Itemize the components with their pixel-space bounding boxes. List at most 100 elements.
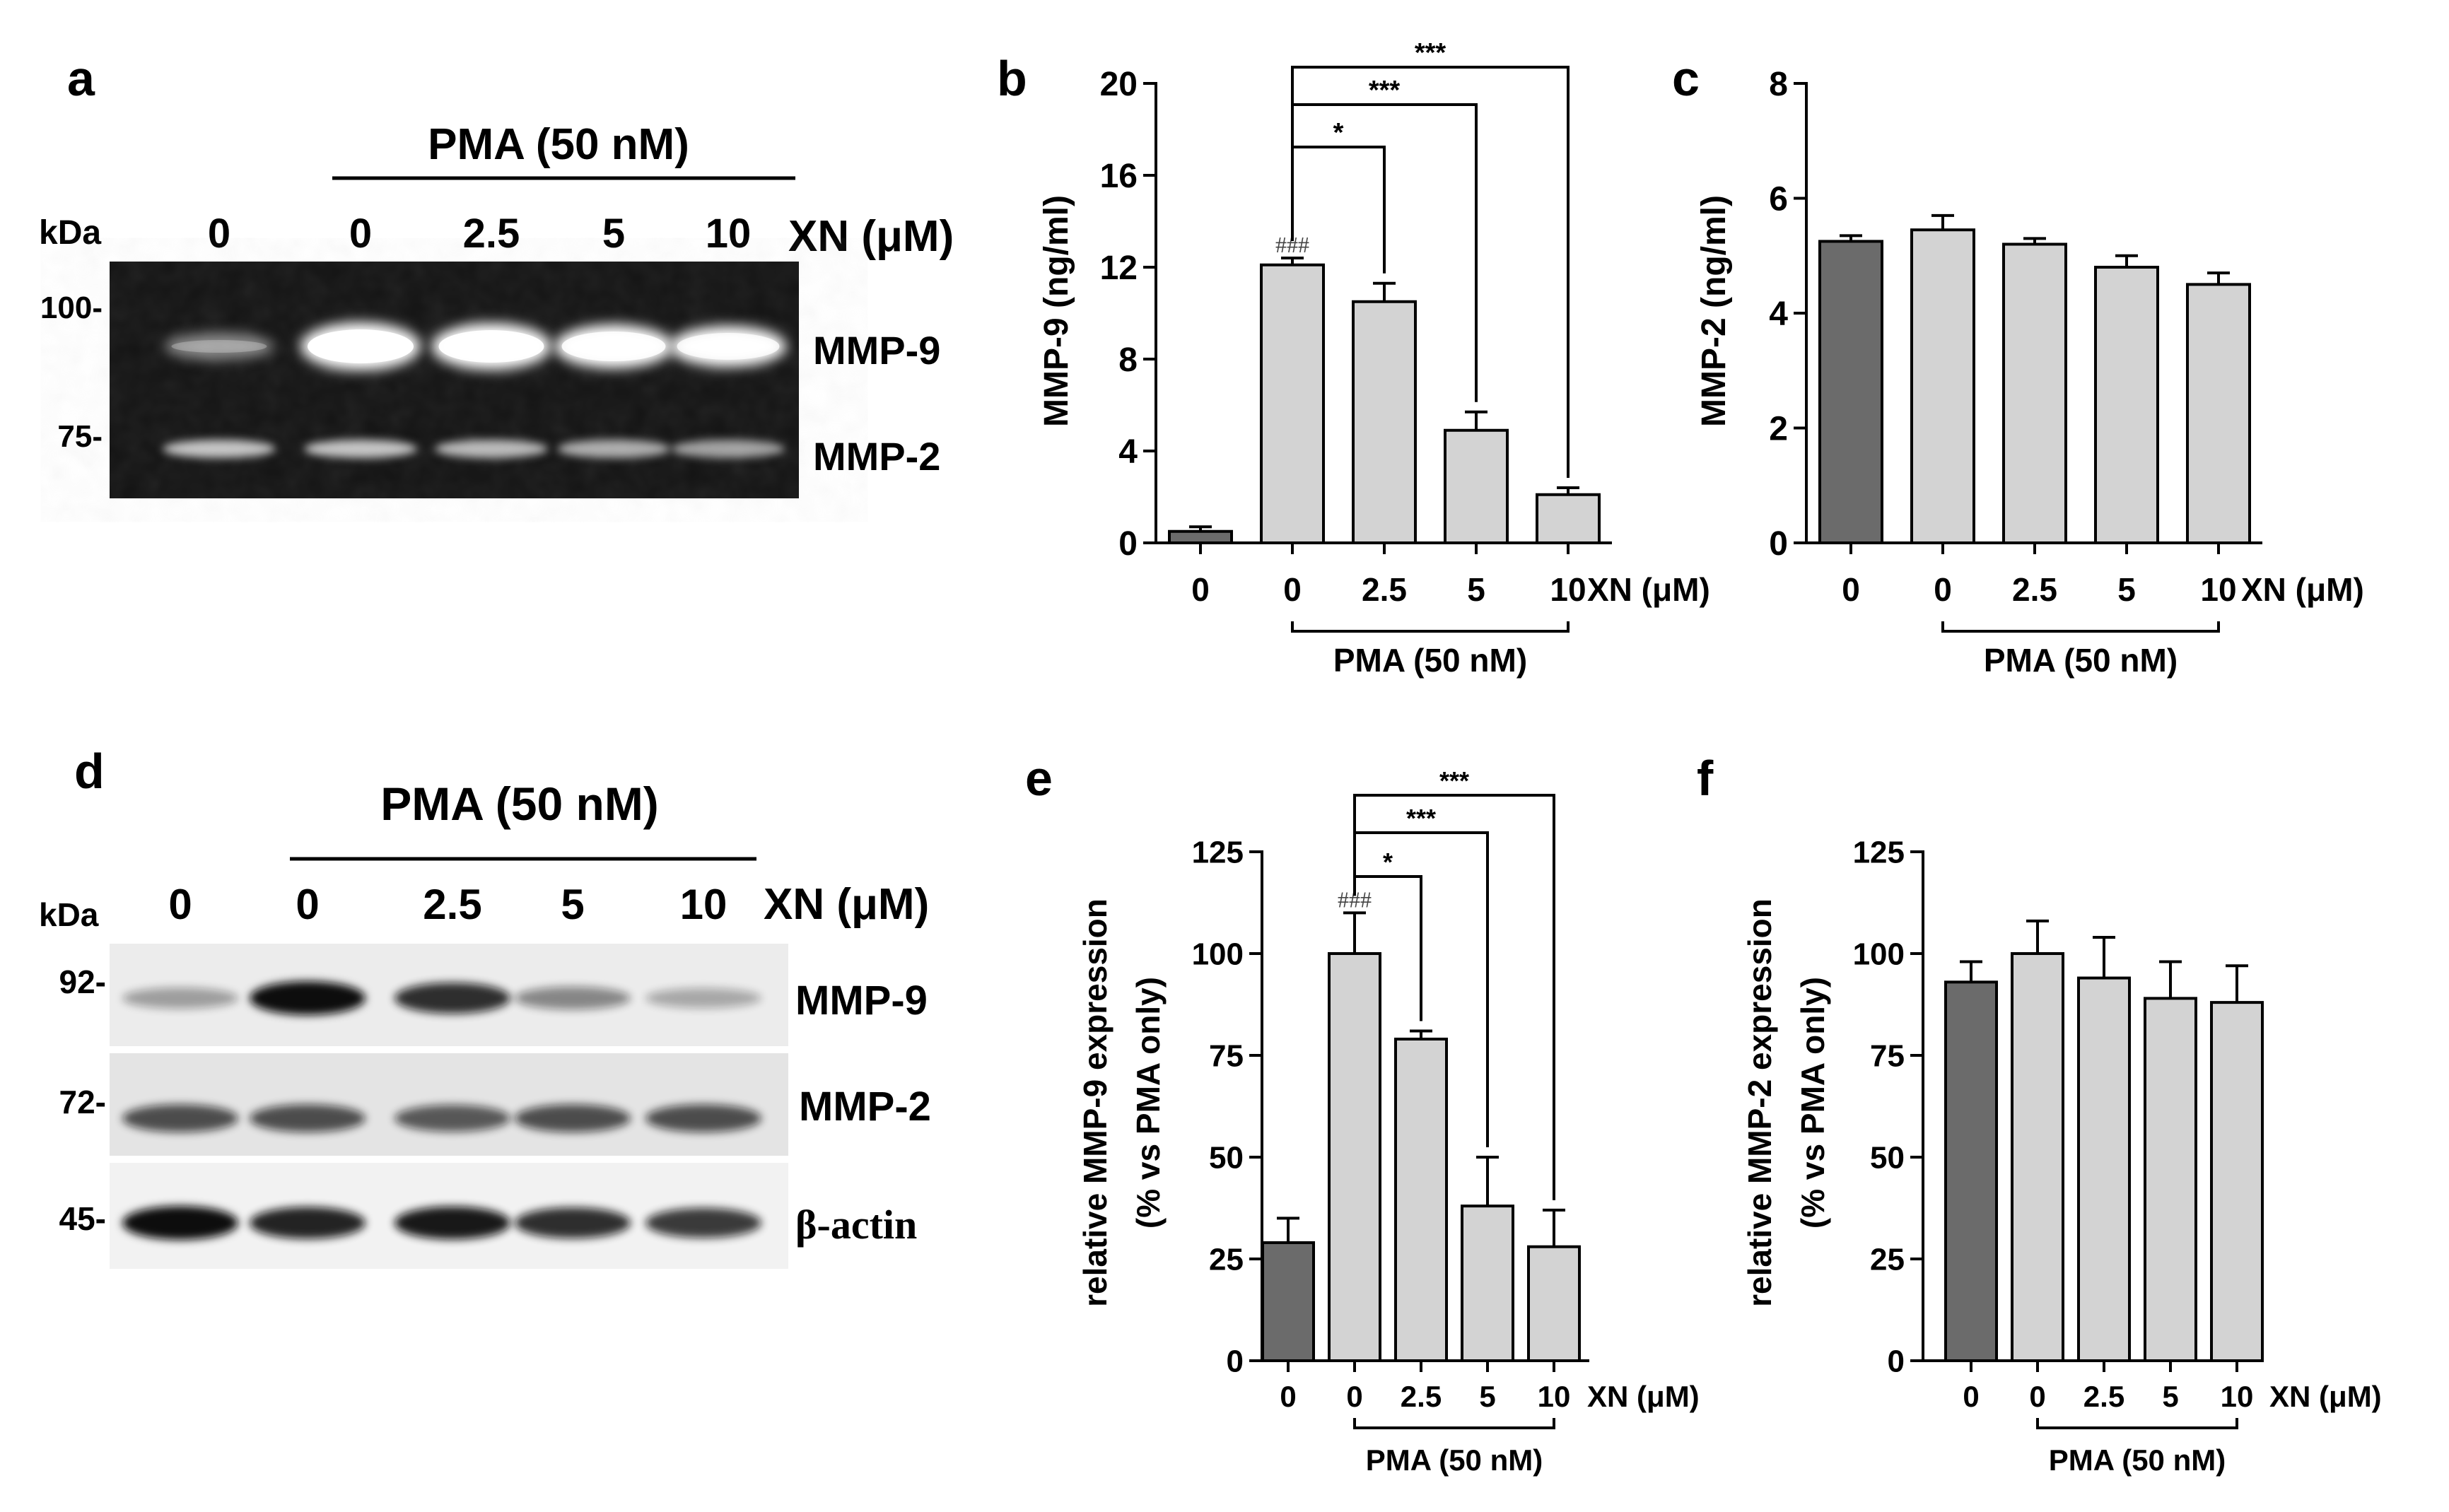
panel-b-y-tick-label: 0 [1118, 525, 1138, 563]
panel-b-y-axis-label: MMP-9 (ng/ml) [1038, 195, 1075, 427]
panel-d-band-mmp9 [250, 981, 366, 1015]
panel-d-kda-label: kDa [39, 896, 99, 933]
panel-f-y-tick-label: 0 [1888, 1344, 1905, 1378]
panel-e-y-axis-label: relative MMP-9 expression [1077, 898, 1114, 1307]
panel-d-band-mmp9 [394, 983, 510, 1014]
panel-f-x-tick-label: 0 [1963, 1380, 1979, 1413]
panel-b-x-tick-label: 2.5 [1362, 571, 1407, 608]
panel-a-band-mmp2 [435, 440, 548, 458]
panel-d-band-mmp2 [515, 1104, 631, 1132]
panel-e-significance-bracket [1353, 794, 1555, 1200]
panel-d-band-actin [515, 1207, 631, 1238]
panel-e-bar [1461, 1205, 1514, 1362]
panel-d-band-mmp2 [122, 1104, 238, 1132]
panel-e-significance-label: *** [1439, 766, 1469, 795]
panel-letter-d: d [74, 744, 105, 799]
panel-b-group-label: PMA (50 nM) [1333, 642, 1527, 679]
panel-c-y-tick-label: 8 [1769, 66, 1788, 103]
panel-d-band-mmp2 [645, 1104, 761, 1132]
panel-f-bar [2210, 1001, 2264, 1362]
panel-b-x-tick-label: 5 [1467, 571, 1485, 608]
panel-letter-f: f [1697, 751, 1714, 806]
panel-a-xn-label: XN (μM) [788, 212, 954, 261]
panel-a-lane-label: 0 [349, 211, 372, 257]
panel-a-band-mmp9-core [438, 330, 544, 363]
panel-a-lane-label: 0 [208, 211, 230, 257]
panel-a-marker-75: 75- [57, 419, 103, 454]
panel-d-band-label-mmp9: MMP-9 [795, 978, 928, 1024]
panel-f-bar [1944, 980, 1998, 1362]
panel-d-marker-92: 92- [59, 963, 106, 1000]
panel-d-bands [122, 981, 761, 1240]
panel-d-band-actin [645, 1207, 761, 1238]
panel-a-band-mmp9-core [677, 333, 780, 360]
panel-f-x-axis-label: XN (μM) [2269, 1380, 2382, 1413]
panel-f-x-tick-label: 5 [2162, 1380, 2178, 1413]
panel-f-bar [2011, 952, 2064, 1362]
panel-f-y-axis-label: (% vs PMA only) [1794, 977, 1831, 1229]
panel-b-y-tick-label: 16 [1100, 158, 1138, 195]
panel-a-lane-label: 10 [706, 211, 752, 257]
panel-d-band-mmp2 [394, 1104, 510, 1132]
panel-a-lane-labels: 0 0 2.5 5 10 [208, 211, 751, 257]
panel-a-band-mmp2 [304, 440, 417, 458]
panel-d-band-mmp9 [515, 986, 631, 1010]
panel-b-bar [1260, 263, 1325, 544]
panel-f-x-tick-label: 2.5 [2083, 1380, 2124, 1413]
panel-d-lane-label: 2.5 [423, 881, 481, 928]
panel-c-y-axis-label: MMP-2 (ng/ml) [1695, 195, 1733, 427]
panel-e-y-tick-label: 75 [1209, 1038, 1244, 1073]
panel-c-bar [2002, 242, 2067, 544]
panel-b-significance-label: *** [1415, 38, 1446, 68]
panel-d-lane-label: 10 [680, 881, 727, 928]
panel-a-lane-label: 5 [602, 211, 625, 257]
panel-f-x-tick-label: 10 [2221, 1380, 2254, 1413]
panel-b-y-tick-label: 12 [1100, 250, 1138, 287]
panel-c-x-tick-label: 0 [1934, 571, 1952, 608]
panel-d-band-mmp2 [250, 1104, 366, 1132]
panel-c-group-bracket [1941, 621, 2220, 633]
panel-c-x-axis-label: XN (μM) [2241, 571, 2364, 608]
panel-e-group-bracket [1353, 1418, 1555, 1429]
panel-b-bar [1444, 428, 1509, 544]
panel-e-x-tick-label: 10 [1538, 1380, 1571, 1413]
panel-letter-e: e [1025, 751, 1053, 806]
panel-e-y-axis-label: (% vs PMA only) [1130, 977, 1167, 1229]
panel-d-western-blot: PMA (50 nM) kDa 0 0 2.5 5 10 XN (μM) 92- 72-… [39, 778, 931, 1269]
panel-c-x-tick-label: 2.5 [2012, 571, 2057, 608]
panel-e-x-tick-label: 2.5 [1401, 1380, 1442, 1413]
panel-f-y-axis-label: relative MMP-2 expression [1741, 898, 1778, 1307]
panel-c-bar [1818, 240, 1883, 544]
panel-b-y-tick-label: 8 [1118, 341, 1138, 379]
panel-a-pma-label: PMA (50 nM) [428, 120, 689, 169]
panel-e-y-tick-label: 0 [1227, 1344, 1244, 1378]
panel-f-y-tick-label: 50 [1870, 1140, 1905, 1175]
panel-a-band-mmp9-core [561, 332, 666, 361]
panel-d-band-mmp9 [645, 988, 761, 1009]
panel-d-band-actin [394, 1206, 510, 1240]
panel-d-band-actin [250, 1207, 366, 1239]
panel-d-band-label-actin: β-actin [795, 1202, 917, 1248]
panel-b-bar [1352, 300, 1417, 544]
panel-d-lane-label: 0 [296, 881, 319, 928]
panel-c-bar [2186, 283, 2251, 544]
panel-c-bar-chart: 0 2 4 6 8 0 0 2.5 5 10 XN (μM) PMA (50 nM) MMP-2 (ng… [1695, 66, 2364, 679]
panel-c-x-tick-label: 0 [1842, 571, 1860, 608]
panel-e-bar [1527, 1245, 1581, 1362]
panel-e-bar [1261, 1241, 1315, 1362]
panel-f-group-label: PMA (50 nM) [2049, 1443, 2226, 1477]
panel-b-bar [1536, 493, 1601, 544]
panel-a-kda-label: kDa [39, 214, 101, 252]
panel-b-bar [1168, 529, 1233, 544]
panel-letter-a: a [67, 51, 95, 106]
panel-d-band-label-mmp2: MMP-2 [799, 1084, 931, 1130]
panel-b-x-axis-label: XN (μM) [1587, 571, 1710, 608]
panel-c-y-tick-label: 2 [1769, 410, 1788, 447]
panel-a-zymogram: PMA (50 nM) kDa 0 0 2.5 5 10 XN (μM) 100- 75… [39, 120, 954, 498]
panel-e-x-tick-label: 5 [1479, 1380, 1495, 1413]
panel-d-band-actin [122, 1206, 238, 1240]
panel-c-group-label: PMA (50 nM) [1984, 642, 2178, 679]
panel-b-x-tick-label: 0 [1283, 571, 1302, 608]
panel-c-y-tick-label: 0 [1769, 525, 1788, 563]
